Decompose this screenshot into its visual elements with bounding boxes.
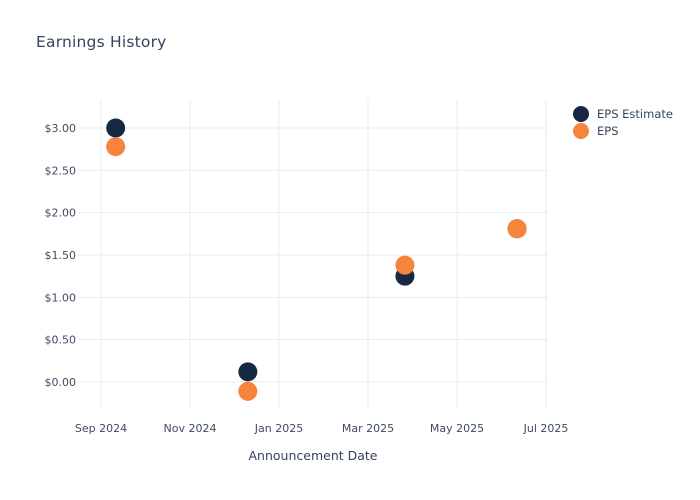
x-tick-label: Jul 2025 <box>523 422 569 435</box>
x-tick-label: Sep 2024 <box>75 422 127 435</box>
y-tick-label: $3.00 <box>45 122 77 135</box>
x-tick-label: Mar 2025 <box>342 422 394 435</box>
eps-estimate-marker-icon <box>573 105 589 122</box>
legend-item-eps-estimate[interactable]: EPS Estimate <box>573 105 673 122</box>
y-tick-label: $0.50 <box>45 334 77 347</box>
y-tick-label: $1.00 <box>45 291 77 304</box>
data-point-eps-estimate[interactable] <box>106 118 126 138</box>
x-tick-label: May 2025 <box>430 422 484 435</box>
y-tick-label: $2.00 <box>45 207 77 220</box>
legend-label-eps-estimate: EPS Estimate <box>597 106 673 121</box>
x-axis-title: Announcement Date <box>249 448 378 463</box>
legend: EPS Estimate EPS <box>573 105 673 139</box>
data-point-eps[interactable] <box>395 255 415 275</box>
data-point-eps[interactable] <box>507 219 527 239</box>
y-tick-label: $0.00 <box>45 376 77 389</box>
data-point-eps-estimate[interactable] <box>238 362 258 382</box>
y-tick-label: $2.50 <box>45 164 77 177</box>
chart-title: Earnings History <box>36 33 167 51</box>
legend-label-eps: EPS <box>597 123 619 138</box>
data-point-eps[interactable] <box>238 381 258 401</box>
gridlines <box>78 100 548 408</box>
data-point-eps[interactable] <box>106 137 126 157</box>
x-tick-label: Nov 2024 <box>164 422 217 435</box>
series-dots <box>106 118 527 401</box>
legend-item-eps[interactable]: EPS <box>573 122 673 139</box>
axis-tick-labels: Sep 2024 Nov 2024 Jan 2025 Mar 2025 May 2025… <box>45 122 569 435</box>
eps-marker-icon <box>573 122 589 139</box>
y-tick-label: $1.50 <box>45 249 77 262</box>
x-tick-label: Jan 2025 <box>254 422 303 435</box>
